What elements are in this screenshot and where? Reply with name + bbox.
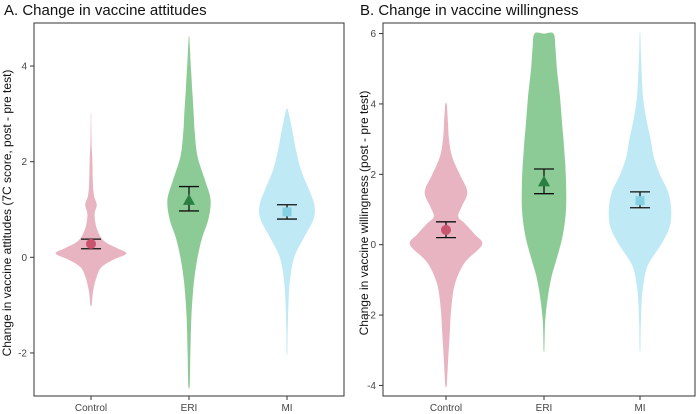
panel-b-x-ticks: Control ERI MI [430,396,646,414]
mean-marker-eri [183,193,195,205]
panel-a-x-tick-label: ERI [181,403,198,414]
panel-b-y-tick-label: -4 [367,381,376,392]
mean-marker-mi [282,207,292,217]
mean-marker-mi [635,196,645,206]
panel-b-x-tick-label: ERI [536,403,553,414]
panel-a-title: A. Change in vaccine attitudes [4,2,207,19]
violin-mi [259,108,315,355]
panel-a-x-tick-label: Control [75,403,107,414]
panel-b-y-ticks: -4 -2 0 2 4 6 [367,29,383,392]
panel-b-title: B. Change in vaccine willingness [360,2,578,19]
violin-eri [167,36,211,389]
panel-a-x-tick-label: MI [281,403,292,414]
violin-control [409,102,483,388]
panel-a-y-ticks: -2 0 2 4 [18,62,34,359]
panel-b-marks [409,32,672,388]
panel-b-y-axis-label: Change in vaccine willingness (post - pr… [357,91,371,336]
panel-a-y-tick-label: 4 [21,62,27,73]
panel-a: A. Change in vaccine attitudes Change in… [0,2,345,414]
panel-b-y-tick-label: 0 [370,240,376,251]
violin-control [55,112,127,307]
panel-a-y-tick-label: 2 [21,157,27,168]
panel-b-y-tick-label: 2 [370,170,376,181]
panel-a-y-tick-label: -2 [18,348,27,359]
panel-b-y-tick-label: -2 [367,311,376,322]
panel-b: B. Change in vaccine willingness Change … [357,2,696,414]
panel-b-plot-frame [382,22,696,397]
panel-a-y-tick-label: 0 [21,253,27,264]
panel-a-marks [55,36,315,389]
panel-a-x-ticks: Control ERI MI [75,396,293,414]
mean-marker-eri [538,175,550,187]
panel-b-y-tick-label: 6 [370,29,376,40]
panel-b-y-tick-label: 4 [370,99,376,110]
panel-a-y-axis-label: Change in vaccine attitudes (7C score, p… [0,70,14,357]
mean-marker-control [441,224,451,235]
mean-marker-control [86,238,96,249]
panel-b-x-tick-label: MI [634,403,645,414]
panel-b-x-tick-label: Control [430,403,462,414]
